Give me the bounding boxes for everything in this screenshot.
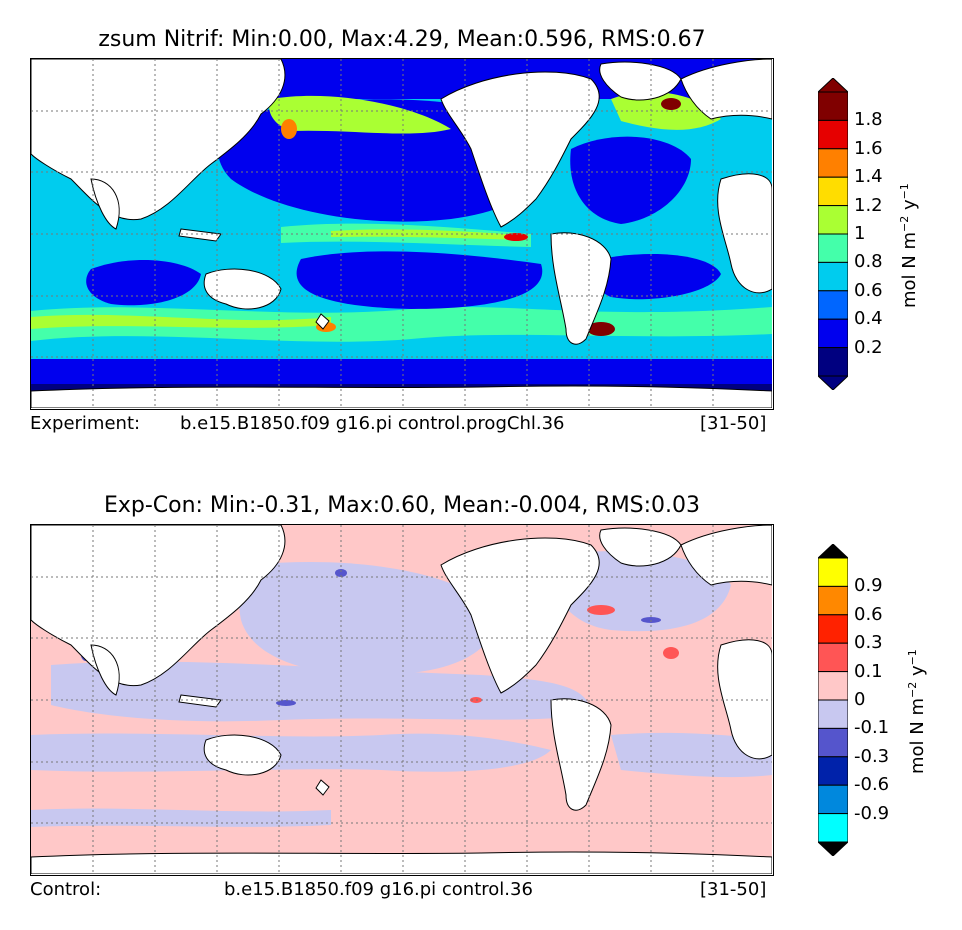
top-colorbar-label-exp2: −1 [898,183,911,200]
top-colorbar-segment [817,91,849,121]
bottom-colorbar-segment [817,756,849,786]
top-newfoundland-hotspot [661,98,681,110]
top-indian-gyre [86,259,201,306]
top-south-atlantic-gyre [594,254,721,300]
top-colorbar-tick-label: 1 [854,223,866,244]
bottom-colorbar-segment [817,585,849,616]
top-colorbar-tick-label: 1.2 [854,194,883,216]
top-colorbar-segment [817,261,849,292]
bottom-colorbar-label-exp2: −1 [906,649,919,666]
top-colorbar-segment [817,318,849,349]
top-caption-left: Experiment: [30,413,141,434]
bottom-colorbar-over-arrow [816,543,850,559]
top-colorbar-segment [817,119,849,150]
top-north-atlantic-gyre [570,136,691,224]
top-southern-yellow-band [31,314,331,329]
bottom-southern-neg [31,733,551,772]
top-colorbar-tick-label: 1.6 [854,137,883,159]
bottom-colorbar-segment [817,557,849,587]
bottom-map [30,524,774,876]
top-colorbar-label: mol N m−2 y−1 [898,183,920,308]
bottom-colorbar-tick-label: 0.3 [854,632,883,654]
top-colorbar-under-arrow [816,375,850,391]
bottom-colorbar [816,543,850,857]
top-colorbar-label-exp1: −2 [898,215,911,232]
bottom-colorbar-svg [816,543,850,857]
top-colorbar-svg [816,77,850,391]
top-map-title: zsum Nitrif: Min:0.00, Max:4.29, Mean:0.… [98,27,706,52]
top-colorbar-segments [817,91,849,377]
bottom-colorbar-segments [817,557,849,843]
top-colorbar-tick-label: 0.8 [854,251,883,273]
top-map [30,58,774,410]
bottom-tropical-neg [51,661,591,722]
top-colorbar-tick-label: 1.8 [854,109,883,131]
top-land [31,59,772,408]
top-colorbar-segment [817,347,849,377]
bottom-colorbar-segment [817,699,849,729]
bottom-colorbar-under-arrow [816,841,850,857]
top-colorbar-tick-label: 0.6 [854,279,883,301]
top-peru-hotspot [504,233,528,241]
bottom-colorbar-label-exp1: −2 [906,681,919,698]
bottom-colorbar-tick-label: -0.9 [854,802,890,824]
bottom-colorbar-label: mol N m−2 y−1 [906,649,928,774]
bottom-colorbar-tick-label: 0.1 [854,660,883,682]
top-caption-mid: b.e15.B1850.f09 g16.pi control.progChl.3… [180,413,565,434]
bottom-caption-mid: b.e15.B1850.f09 g16.pi control.36 [224,879,533,900]
bottom-map-title: Exp-Con: Min:-0.31, Max:0.60, Mean:-0.00… [103,493,701,518]
top-colorbar-label-main: mol N m [899,232,920,308]
bottom-colorbar-tick-label: 0.9 [854,575,883,597]
bottom-colorbar-tick-label: -0.3 [854,745,890,767]
bottom-colorbar-segment [817,614,849,644]
bottom-north-pacific-neg [239,562,501,675]
top-south-pacific-gyre [296,251,543,309]
bottom-caption-right: [31-50] [700,879,767,900]
bottom-colorbar-tick-label: -0.1 [854,717,890,739]
bottom-colorbar-segment [817,727,849,758]
top-patagonia-hotspot [587,322,615,336]
top-sakhalin-hotspot [281,119,297,139]
bottom-north-neg-patch [335,569,347,577]
top-colorbar-segment [817,290,849,320]
bottom-caption-left: Control: [30,879,102,900]
top-colorbar-label-y: y [899,199,920,216]
bottom-indo-neg-patch [276,700,296,706]
bottom-polar-neg [31,808,331,827]
bottom-atlantic-pos [663,647,679,659]
top-colorbar-over-arrow [816,77,850,93]
top-colorbar-segment [817,205,849,235]
top-caption-right: [31-50] [700,413,767,434]
bottom-colorbar-tick-label: 0 [854,689,866,710]
bottom-gridlines [31,525,772,874]
top-north-pacific-green [269,95,451,134]
top-colorbar-segment [817,176,849,207]
top-colorbar-segment [817,233,849,263]
bottom-colorbar-segment [817,784,849,815]
bottom-colorbar-tick-label: -0.6 [854,774,890,796]
top-colorbar-tick-label: 1.4 [854,166,883,188]
top-equatorial-core [331,229,521,240]
bottom-colorbar-segment [817,642,849,673]
bottom-gulfstream-pos [587,605,615,615]
top-gridlines [31,59,772,408]
top-colorbar-segment [817,148,849,178]
bottom-colorbar-label-y: y [907,665,928,682]
bottom-colorbar-segment [817,813,849,843]
top-colorbar-tick-label: 0.4 [854,308,883,330]
bottom-colorbar-label-main: mol N m [907,698,928,774]
top-colorbar-tick-label: 0.2 [854,336,883,358]
bottom-colorbar-segment [817,671,849,701]
bottom-land [31,525,772,874]
bottom-colorbar-tick-label: 0.6 [854,603,883,625]
top-colorbar [816,77,850,391]
